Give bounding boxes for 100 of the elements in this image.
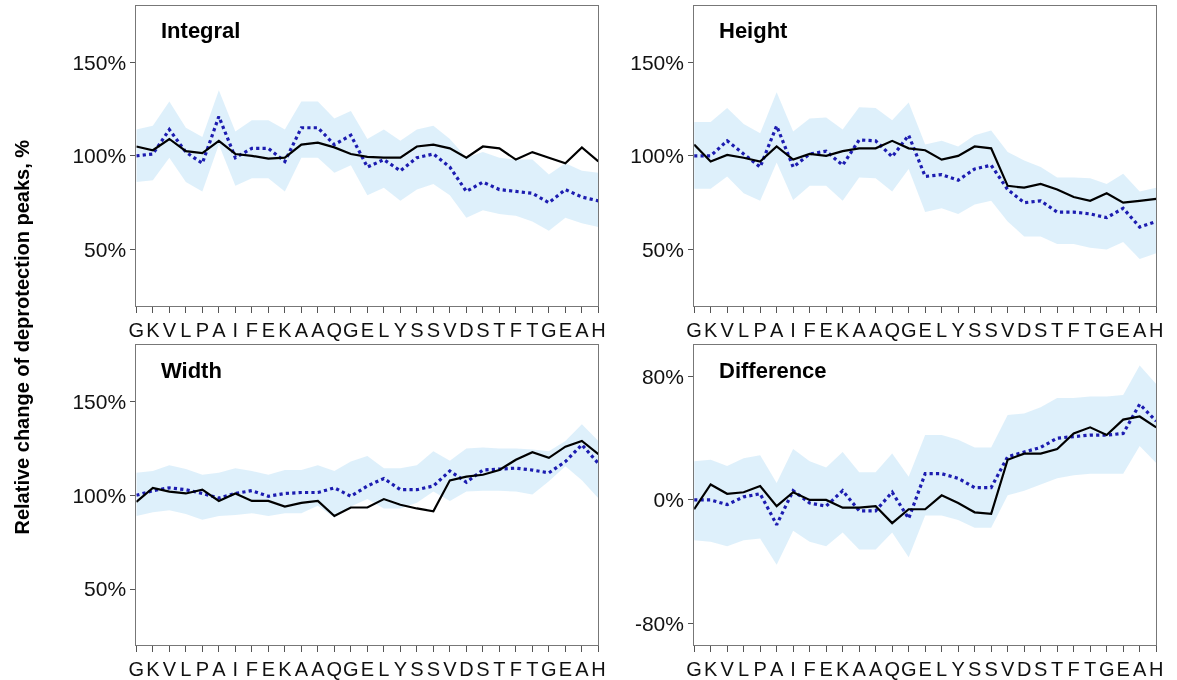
y-axis-title: Relative change of deprotection peaks, % — [10, 139, 33, 535]
x-tick-label: Q — [326, 658, 343, 680]
x-tick-label: S — [1034, 318, 1048, 341]
x-tick-label: E — [918, 318, 932, 341]
x-tick-label: F — [1067, 318, 1080, 341]
y-tick-label: 100% — [630, 144, 684, 168]
x-tick-label: F — [803, 658, 816, 680]
x-tick-label: F — [1067, 658, 1080, 680]
x-tick-label: A — [1133, 318, 1147, 341]
x-tick-label: A — [852, 318, 867, 341]
x-tick-label: V — [162, 318, 177, 341]
x-tick-label: S — [410, 658, 424, 680]
x-tick-label: L — [378, 318, 390, 341]
x-tick-label: G — [128, 318, 145, 341]
x-tick-label: A — [575, 318, 590, 341]
x-tick-label: T — [1084, 658, 1097, 680]
x-tick-label: V — [443, 658, 458, 680]
x-tick-label: Y — [951, 318, 965, 341]
x-tick-label: A — [311, 658, 326, 680]
y-tick-label: -80% — [634, 611, 684, 635]
x-tick-label: E — [360, 658, 375, 680]
line-series — [694, 139, 1157, 204]
x-tick-label: H — [591, 318, 606, 341]
text: Integral — [161, 18, 241, 43]
x-tick-label: G — [343, 318, 359, 341]
x-tick-label: S — [476, 658, 490, 680]
x-tick-label: H — [1148, 658, 1164, 680]
x-tick-label: L — [180, 318, 192, 341]
x-tick-label: G — [128, 658, 145, 680]
x-tick-label: Q — [884, 658, 900, 680]
x-tick-label: G — [541, 318, 557, 341]
y-tick-label: 150% — [72, 50, 127, 74]
x-tick-label: G — [1098, 318, 1115, 341]
x-tick-label: G — [900, 658, 917, 680]
x-tick-label: V — [162, 658, 177, 680]
x-tick-label: L — [180, 658, 192, 680]
x-tick-label: V — [720, 318, 735, 341]
x-tick-label: T — [526, 318, 539, 341]
x-tick-label: F — [803, 318, 816, 341]
x-tick-label: H — [1148, 318, 1164, 341]
text: Height — [719, 18, 789, 43]
x-tick-label: T — [1084, 318, 1097, 341]
x-tick-label: K — [278, 318, 293, 341]
x-tick-label: F — [245, 318, 258, 341]
x-tick-label: S — [984, 318, 998, 341]
x-tick-label: S — [984, 658, 998, 680]
x-tick-label: L — [936, 658, 948, 680]
x-tick-label: L — [738, 318, 750, 341]
y-tick-label: 150% — [630, 50, 684, 74]
x-tick-label: A — [212, 658, 227, 680]
x-tick-label: P — [195, 658, 210, 680]
x-tick-label: E — [819, 318, 833, 341]
x-tick-label: G — [686, 318, 702, 341]
x-tick-label: F — [509, 658, 522, 680]
line-series — [694, 124, 1157, 229]
x-tick-label: K — [703, 318, 718, 341]
x-tick-label: T — [493, 318, 506, 341]
x-tick-label: D — [1016, 658, 1032, 680]
line-series — [136, 137, 599, 165]
y-tick-label: 80% — [641, 364, 684, 388]
x-tick-label: P — [753, 318, 767, 341]
x-tick-label: E — [819, 658, 833, 680]
x-tick-label: S — [1034, 658, 1048, 680]
x-tick-label: G — [343, 658, 359, 680]
x-tick-label: A — [852, 658, 867, 680]
x-tick-label: L — [936, 318, 948, 341]
x-tick-label: Y — [393, 658, 408, 680]
x-tick-label: D — [1016, 318, 1032, 341]
x-tick-label: L — [738, 658, 750, 680]
x-tick-label: G — [686, 658, 702, 680]
x-tick-label: S — [967, 658, 982, 680]
y-tick-label: 0% — [653, 488, 684, 512]
x-tick-label: S — [967, 318, 982, 341]
x-tick-label: I — [232, 318, 239, 341]
x-tick-label: G — [541, 658, 557, 680]
x-tick-label: V — [720, 658, 735, 680]
line-series — [136, 443, 599, 500]
y-tick-label: 150% — [72, 390, 127, 413]
x-tick-label: A — [769, 658, 784, 680]
x-tick-label: P — [753, 658, 767, 680]
x-tick-label: S — [410, 318, 424, 341]
x-tick-label: G — [1098, 658, 1115, 680]
x-tick-label: Y — [951, 658, 965, 680]
x-tick-label: G — [900, 318, 917, 341]
text: Width — [161, 358, 222, 383]
x-tick-label: T — [493, 658, 506, 680]
x-tick-label: A — [294, 318, 309, 341]
x-tick-label: K — [146, 318, 161, 341]
x-tick-label: A — [575, 658, 590, 680]
x-tick-label: A — [1133, 658, 1147, 680]
text: Difference — [719, 358, 827, 383]
y-tick-label: 50% — [641, 237, 684, 261]
x-tick-label: H — [591, 658, 606, 680]
line-series — [136, 439, 599, 518]
x-tick-label: Q — [326, 318, 343, 341]
x-tick-label: Y — [393, 318, 408, 341]
x-tick-label: A — [769, 318, 784, 341]
x-tick-label: S — [476, 318, 490, 341]
x-tick-label: S — [426, 318, 441, 341]
x-tick-label: E — [360, 318, 375, 341]
